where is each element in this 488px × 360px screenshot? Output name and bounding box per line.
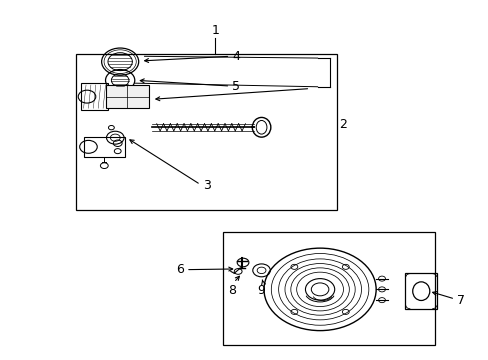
- Bar: [222, 232, 434, 345]
- Text: 3: 3: [203, 179, 210, 192]
- Bar: [81, 83, 108, 110]
- Text: 5: 5: [232, 80, 240, 93]
- Bar: [83, 137, 125, 157]
- Text: 1: 1: [211, 23, 219, 37]
- Text: 4: 4: [232, 50, 240, 63]
- Text: 8: 8: [228, 284, 236, 297]
- Bar: [76, 54, 336, 211]
- Text: 6: 6: [175, 263, 183, 276]
- Text: 2: 2: [339, 118, 347, 131]
- Bar: [105, 85, 149, 108]
- Text: 7: 7: [456, 294, 464, 307]
- Text: 9: 9: [257, 284, 265, 297]
- Bar: [405, 273, 436, 309]
